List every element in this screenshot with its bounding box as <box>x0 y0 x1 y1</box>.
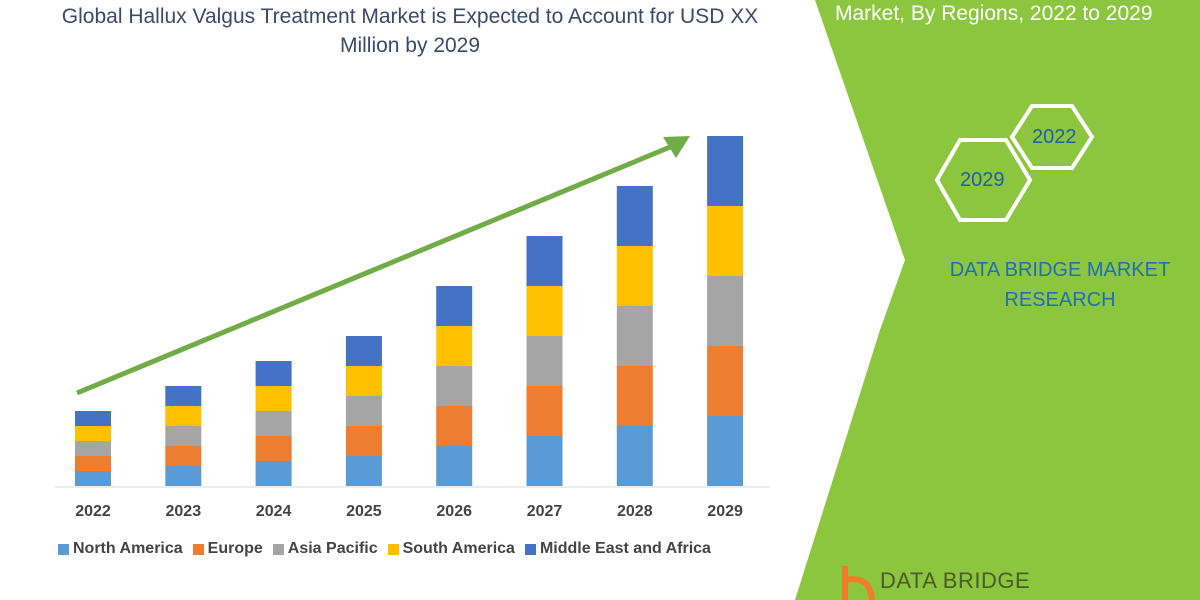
bar-segment-2026-asia-pacific <box>436 366 473 406</box>
bar-segment-2022-north-america <box>75 471 111 486</box>
bar-segment-2027-south-america <box>526 286 563 336</box>
chart-title: Global Hallux Valgus Treatment Market is… <box>61 5 759 57</box>
hexagon-2022 <box>1009 104 1095 170</box>
legend-swatch <box>192 543 204 555</box>
bar-segment-2023-middle-east-and-africa <box>165 386 202 406</box>
bar-segment-2028-asia-pacific <box>616 306 653 366</box>
legend-label: Middle East and Africa <box>539 540 711 557</box>
side-panel-title: Market, By Regions, 2022 to 2029 <box>835 2 1153 25</box>
x-tick-label: 2027 <box>526 503 563 520</box>
x-tick-label: 2029 <box>707 503 743 520</box>
legend-swatch <box>58 543 69 555</box>
hex-label-2022: 2022 <box>1032 126 1077 148</box>
legend-swatch <box>387 543 399 555</box>
bar-segment-2025-north-america <box>345 456 382 486</box>
bar-segment-2024-europe <box>255 436 292 461</box>
x-tick-label: 2024 <box>255 503 292 520</box>
bar-segment-2029-south-america <box>707 206 744 276</box>
bar-segment-2026-south-america <box>436 326 473 366</box>
legend-label: Europe <box>207 540 263 557</box>
bar-segment-2023-south-america <box>165 406 202 426</box>
bar-segment-2029-europe <box>707 346 744 416</box>
legend-label: Asia Pacific <box>287 540 378 557</box>
logo-text: DATA BRIDGE <box>880 568 1031 593</box>
bar-segment-2022-south-america <box>75 426 111 441</box>
bar-segment-2025-asia-pacific <box>345 396 382 426</box>
x-tick-label: 2028 <box>617 503 653 520</box>
legend-label: North America <box>73 540 183 557</box>
bar-segment-2027-europe <box>526 386 563 436</box>
bar-segment-2029-middle-east-and-africa <box>707 136 744 206</box>
bar-segment-2026-europe <box>436 406 473 446</box>
bar-segment-2024-south-america <box>255 386 292 411</box>
bar-segment-2024-asia-pacific <box>255 411 292 436</box>
bar-segment-2022-middle-east-and-africa <box>75 411 111 426</box>
legend-item: Europe <box>192 540 263 558</box>
bar-segment-2025-europe <box>345 426 382 456</box>
x-tick-label: 2025 <box>346 503 382 520</box>
bar-segment-2028-north-america <box>616 426 653 486</box>
bar-segment-2026-middle-east-and-africa <box>436 286 473 326</box>
bar-segment-2024-middle-east-and-africa <box>255 361 292 386</box>
legend-item: North America <box>58 540 183 558</box>
bar-segment-2022-asia-pacific <box>75 441 111 456</box>
brand-text: DATA BRIDGE MARKET RESEARCH <box>949 259 1171 311</box>
legend-swatch <box>524 543 536 555</box>
legend: North America Europe Asia Pacific South … <box>58 540 711 558</box>
x-tick-label: 2022 <box>75 503 111 520</box>
bar-segment-2025-middle-east-and-africa <box>345 336 382 366</box>
legend-swatch <box>272 543 284 555</box>
bar-segment-2022-europe <box>75 456 111 471</box>
x-tick-label: 2023 <box>165 503 202 520</box>
bar-segment-2027-asia-pacific <box>526 336 563 386</box>
legend-label: South America <box>402 540 515 557</box>
bar-segment-2023-north-america <box>165 466 202 486</box>
legend-item: Middle East and Africa <box>524 540 711 558</box>
bar-segment-2024-north-america <box>255 461 292 486</box>
green-side-panel <box>795 0 1200 600</box>
bar-segment-2027-middle-east-and-africa <box>526 236 563 286</box>
bar-segment-2029-asia-pacific <box>707 276 744 346</box>
bar-segment-2025-south-america <box>345 366 382 396</box>
x-tick-label: 2026 <box>436 503 472 520</box>
bar-segment-2028-south-america <box>616 246 653 306</box>
legend-item: Asia Pacific <box>272 540 378 558</box>
bar-segment-2028-middle-east-and-africa <box>616 186 653 246</box>
bar-segment-2029-north-america <box>707 416 744 486</box>
trend-arrow <box>76 136 690 396</box>
bar-segment-2027-north-america <box>526 436 563 486</box>
bar-segment-2026-north-america <box>436 446 473 486</box>
bar-segment-2028-europe <box>616 366 653 426</box>
bar-segment-2023-asia-pacific <box>165 426 202 446</box>
legend-item: South America <box>387 540 515 558</box>
logo-icon <box>842 566 875 600</box>
bar-segment-2023-europe <box>165 446 202 466</box>
hexagon-2029 <box>934 138 1033 222</box>
hex-label-2029: 2029 <box>960 169 1005 191</box>
